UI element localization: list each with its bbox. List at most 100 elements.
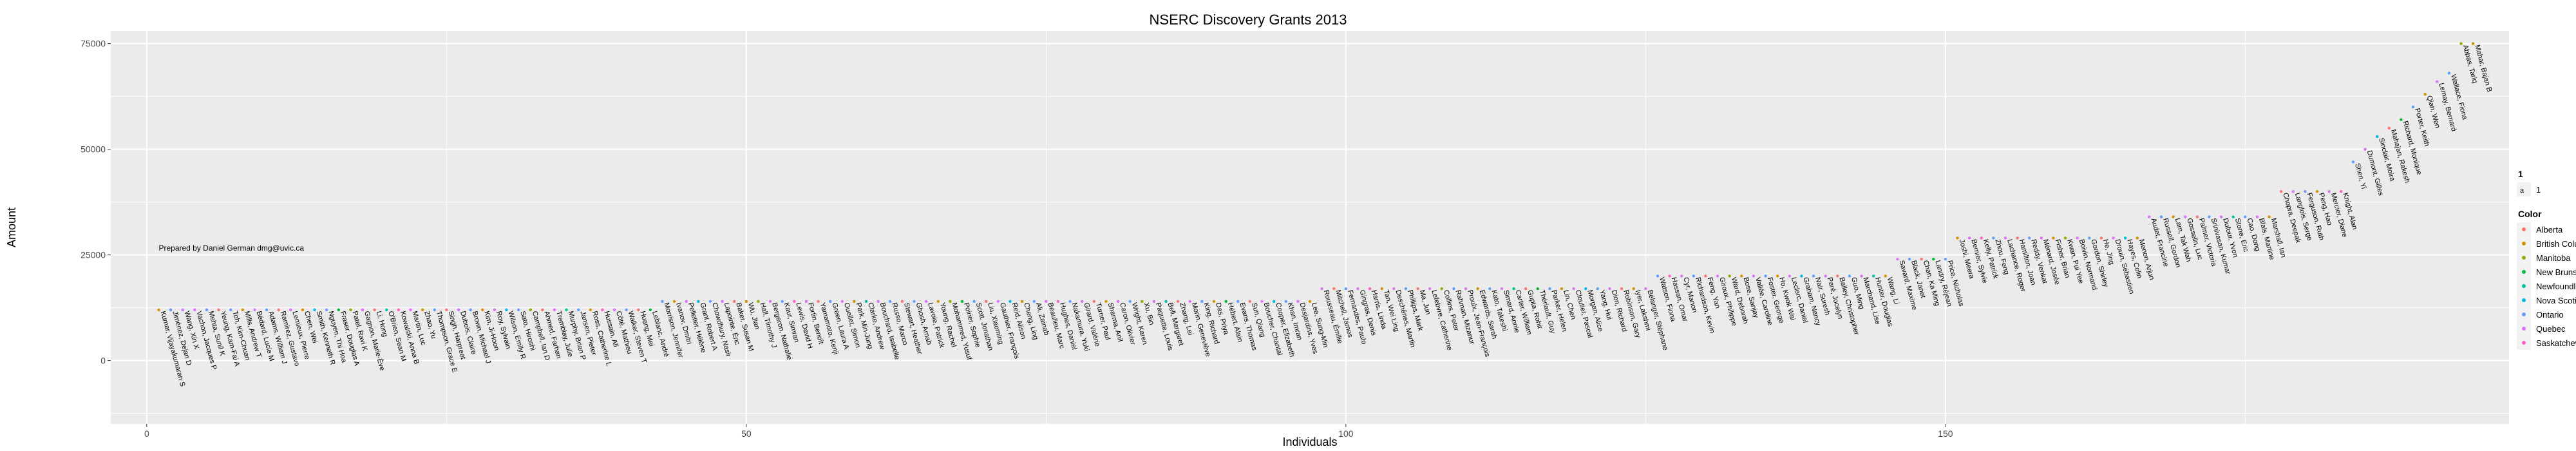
data-point — [1332, 287, 1336, 291]
data-point — [1128, 300, 1132, 303]
data-point — [2351, 160, 2355, 164]
data-point — [985, 300, 988, 303]
data-point — [2327, 190, 2331, 193]
data-point — [960, 300, 964, 303]
data-point — [1896, 257, 1899, 261]
data-point — [445, 308, 448, 312]
data-point — [241, 308, 245, 312]
data-point — [1740, 274, 1743, 278]
data-point — [936, 300, 940, 303]
legend-entry-label: Manitoba — [2536, 253, 2571, 263]
data-point — [1176, 300, 1180, 303]
data-point — [337, 308, 340, 312]
data-point — [972, 300, 976, 303]
data-point — [2063, 236, 2067, 240]
legend-swatch — [2522, 341, 2526, 345]
annotation-text: Prepared by Daniel German dmg@uvic.ca — [158, 244, 304, 253]
legend-entry-label: Nova Scotia — [2536, 296, 2576, 305]
data-point — [949, 300, 952, 303]
data-point — [2255, 215, 2259, 218]
data-point — [840, 300, 844, 303]
data-point — [289, 308, 292, 312]
legend-size-label: 1 — [2536, 185, 2541, 195]
data-point — [1932, 257, 1935, 261]
data-point — [2268, 215, 2271, 218]
data-point — [889, 300, 892, 303]
data-point — [1224, 300, 1227, 303]
data-point — [349, 308, 352, 312]
data-point — [1967, 236, 1971, 240]
data-point — [1788, 274, 1791, 278]
data-point — [2340, 190, 2343, 193]
data-point — [708, 300, 712, 303]
data-point — [1500, 287, 1504, 291]
data-point — [397, 308, 401, 312]
data-point — [2195, 215, 2199, 218]
data-point — [565, 308, 568, 312]
data-point — [2304, 190, 2307, 193]
chart-title: NSERC Discovery Grants 2013 — [1150, 12, 1347, 28]
data-point — [1392, 287, 1396, 291]
data-point — [589, 308, 592, 312]
data-point — [744, 300, 748, 303]
data-point — [1560, 287, 1564, 291]
data-point — [2016, 236, 2019, 240]
data-point — [1488, 287, 1492, 291]
data-point — [685, 300, 688, 303]
data-point — [757, 300, 760, 303]
data-point — [1980, 236, 1983, 240]
data-point — [924, 300, 928, 303]
data-point — [1656, 274, 1660, 278]
data-point — [1200, 300, 1204, 303]
data-point — [1608, 287, 1611, 291]
data-point — [409, 308, 412, 312]
y-axis-title: Amount — [5, 207, 18, 247]
data-point — [1536, 287, 1539, 291]
data-point — [1548, 287, 1551, 291]
data-point — [2447, 72, 2451, 75]
data-point — [2028, 236, 2031, 240]
data-point — [1992, 236, 1995, 240]
data-point — [625, 308, 628, 312]
x-tick-label: 150 — [1938, 428, 1953, 439]
data-point — [637, 308, 640, 312]
legend-swatch — [2522, 327, 2526, 331]
data-point — [733, 300, 736, 303]
data-point — [2471, 42, 2475, 45]
data-point — [181, 308, 184, 312]
data-point — [793, 300, 796, 303]
data-point — [493, 308, 497, 312]
data-point — [1009, 300, 1012, 303]
data-point — [1260, 300, 1264, 303]
data-point — [576, 308, 580, 312]
data-point — [1824, 274, 1827, 278]
data-point — [313, 308, 316, 312]
legend-entry-label: Alberta — [2536, 225, 2563, 235]
data-point — [1704, 274, 1707, 278]
data-point — [1728, 274, 1731, 278]
data-point — [1716, 274, 1719, 278]
data-point — [1524, 287, 1528, 291]
legend-swatch — [2522, 242, 2526, 245]
data-point — [721, 300, 724, 303]
data-point — [804, 300, 808, 303]
data-point — [1212, 300, 1216, 303]
y-tick-label: 0 — [100, 356, 106, 366]
legend-size-title: 1 — [2518, 169, 2523, 179]
data-point — [2231, 215, 2235, 218]
data-point — [2411, 105, 2415, 109]
data-point — [2244, 215, 2247, 218]
data-point — [2436, 80, 2439, 83]
data-point — [1272, 300, 1276, 303]
data-point — [1812, 274, 1815, 278]
data-point — [768, 300, 772, 303]
data-point — [2112, 236, 2115, 240]
legend-swatch — [2522, 270, 2526, 274]
legend-swatch — [2522, 256, 2526, 260]
data-point — [1081, 300, 1084, 303]
data-point — [1644, 287, 1647, 291]
data-point — [1416, 287, 1419, 291]
legend-entry-label: New Brunswick — [2536, 267, 2576, 277]
data-point — [781, 300, 784, 303]
